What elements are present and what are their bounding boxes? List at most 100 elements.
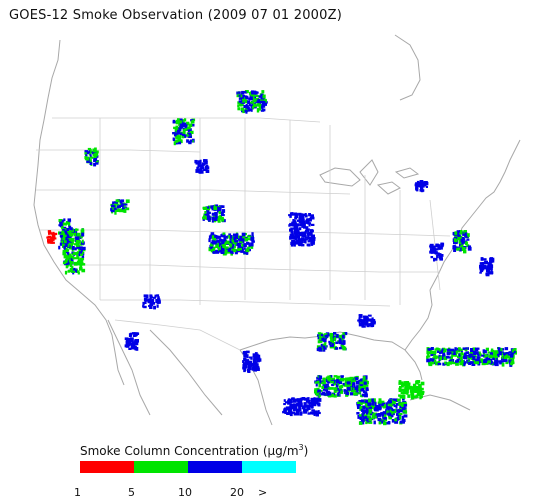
smoke-pixel [243, 98, 247, 102]
smoke-pixel [80, 229, 85, 234]
smoke-pixel [477, 347, 480, 350]
smoke-pixel [398, 413, 403, 415]
smoke-pixel [370, 319, 374, 323]
smoke-pixel [389, 403, 394, 407]
smoke-pixel [121, 207, 125, 210]
smoke-pixel [245, 248, 250, 253]
smoke-pixel [317, 336, 320, 340]
smoke-pixel [489, 352, 493, 355]
smoke-pixel [415, 186, 419, 190]
smoke-pixel [114, 209, 118, 212]
smoke-pixel [360, 419, 364, 422]
smoke-pixel [510, 361, 513, 365]
smoke-pixel [461, 241, 464, 245]
smoke-pixel [229, 243, 233, 247]
smoke-pixel [440, 242, 445, 246]
smoke-pixel [256, 363, 259, 366]
smoke-pixel [112, 201, 115, 205]
smoke-pixel [308, 237, 311, 242]
smoke-pixel [250, 357, 253, 360]
smoke-pixel [445, 355, 450, 359]
smoke-pixel [250, 246, 254, 249]
smoke-pixel [457, 236, 461, 241]
smoke-pixel [310, 403, 313, 407]
smoke-pixel [184, 134, 187, 138]
smoke-pixel [396, 409, 401, 413]
smoke-pixel [51, 233, 55, 236]
smoke-pixel [297, 238, 302, 241]
smoke-pixel [288, 398, 291, 401]
smoke-pixel [110, 209, 115, 213]
smoke-pixel [212, 246, 216, 251]
smoke-pixel [441, 348, 444, 351]
smoke-pixel [187, 126, 191, 130]
smoke-pixel [416, 392, 421, 396]
smoke-pixel [239, 239, 243, 242]
smoke-pixel [374, 415, 377, 419]
smoke-pixel [188, 128, 192, 131]
smoke-pixel [353, 388, 357, 393]
smoke-pixel [405, 387, 409, 391]
smoke-pixel [198, 170, 202, 174]
smoke-pixel [211, 212, 215, 216]
smoke-pixel [81, 239, 84, 244]
smoke-pixel [65, 264, 69, 269]
smoke-pixel [79, 267, 83, 271]
smoke-pixel [379, 420, 384, 424]
smoke-pixel [365, 379, 368, 384]
smoke-pixel [78, 240, 81, 243]
smoke-pixel [387, 412, 390, 416]
smoke-pixel [81, 246, 86, 250]
smoke-pixel [296, 235, 300, 239]
smoke-pixel [62, 229, 66, 232]
smoke-pixel [214, 211, 218, 215]
smoke-pixel [251, 232, 254, 236]
smoke-pixel [302, 223, 306, 227]
smoke-pixel [305, 220, 309, 224]
smoke-pixel [304, 408, 309, 412]
smoke-pixel [357, 401, 361, 404]
smoke-pixel [52, 237, 57, 240]
smoke-pixel [220, 211, 224, 215]
smoke-pixel [381, 400, 385, 403]
smoke-pixel [361, 385, 366, 390]
smoke-pixel [96, 150, 99, 154]
smoke-pixel [396, 398, 401, 402]
smoke-pixel [436, 254, 439, 259]
smoke-pixel [318, 383, 321, 388]
smoke-pixel [242, 351, 245, 354]
smoke-pixel [231, 236, 235, 240]
smoke-pixel [366, 317, 369, 321]
smoke-pixel [289, 412, 293, 417]
smoke-pixel [508, 359, 511, 363]
smoke-pixel [243, 358, 247, 362]
smoke-pixel [317, 403, 321, 407]
smoke-pixel [470, 361, 474, 365]
smoke-pixel [371, 317, 374, 321]
smoke-pixel [333, 389, 337, 394]
smoke-pixel [365, 403, 369, 408]
smoke-pixel [317, 334, 320, 337]
smoke-pixel [62, 237, 66, 241]
smoke-pixel [112, 205, 116, 208]
smoke-pixel [251, 96, 255, 101]
smoke-pixel [481, 354, 485, 357]
smoke-pixel [157, 298, 161, 301]
smoke-pixel [429, 358, 433, 362]
smoke-pixel [289, 223, 292, 226]
smoke-pixel [512, 361, 515, 365]
smoke-pixel [113, 206, 117, 210]
smoke-pixel [434, 257, 438, 261]
smoke-pixel [329, 333, 334, 337]
smoke-pixel [464, 352, 467, 356]
smoke-pixel [503, 352, 507, 356]
smoke-pixel [326, 380, 329, 383]
smoke-pixel [68, 258, 71, 263]
legend-bin-1-5 [80, 461, 134, 473]
smoke-pixel [243, 247, 246, 250]
smoke-pixel [303, 402, 307, 405]
smoke-pixel [385, 405, 389, 409]
smoke-pixel [177, 140, 182, 145]
smoke-pixel [69, 267, 74, 272]
smoke-pixel [382, 411, 386, 415]
